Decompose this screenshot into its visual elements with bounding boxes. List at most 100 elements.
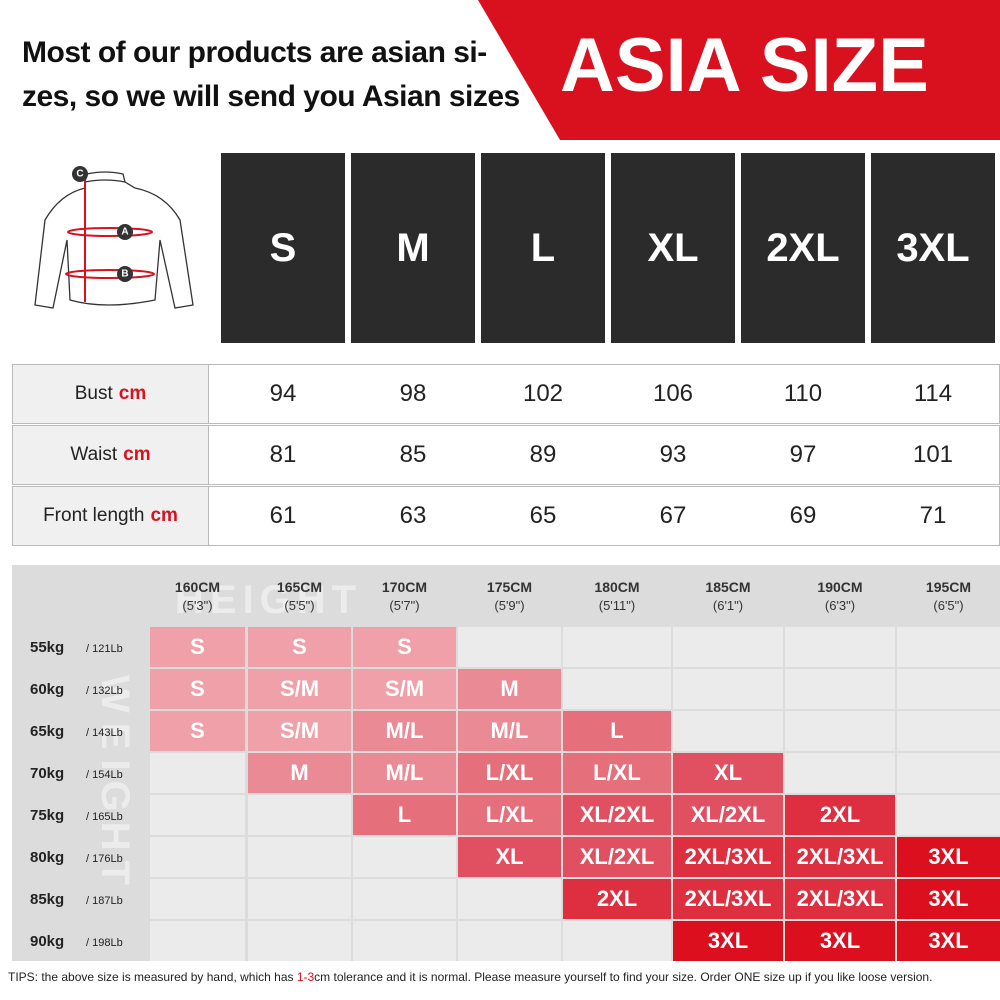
- weight-lb: / 154Lb: [86, 769, 123, 781]
- measure-value: 93: [659, 441, 687, 468]
- fit-cell-empty: [897, 711, 1000, 751]
- size-header: L: [481, 153, 605, 343]
- weight-kg: 60kg: [30, 680, 65, 698]
- tips: TIPS: the above size is measured by hand…: [8, 970, 932, 984]
- fit-cell-empty: [150, 753, 245, 793]
- height-ft: (5'9"): [494, 597, 525, 613]
- weight-kg: 70kg: [30, 764, 65, 782]
- fit-cell-empty: [248, 921, 351, 961]
- height-cm: 170CM: [381, 579, 428, 595]
- fit-cell-empty: [897, 753, 1000, 793]
- fit-cell-empty: [897, 669, 1000, 709]
- fit-cell: S: [248, 627, 351, 667]
- jersey-diagram: C A B: [34, 166, 194, 309]
- fit-cell: S: [353, 627, 456, 667]
- fit-cell-empty: [150, 795, 245, 835]
- measure-label: Bust cm: [12, 364, 209, 424]
- watermark: HEIGHT: [175, 578, 363, 622]
- fit-cell-empty: [897, 627, 1000, 667]
- badge-shape: [478, 0, 1000, 140]
- header-line: zes, so we will send you Asian sizes: [22, 80, 520, 113]
- fit-cell-empty: [353, 879, 456, 919]
- measure-value: 98: [399, 380, 427, 407]
- fit-cell: M/L: [353, 711, 456, 751]
- header-line: Most of our products are asian si-: [22, 36, 487, 69]
- height-ft: (5'5"): [284, 597, 315, 613]
- fit-cell: XL/2XL: [563, 795, 671, 835]
- fit-cell-empty: [458, 627, 561, 667]
- fit-cell: XL/2XL: [563, 837, 671, 877]
- weight-kg: 80kg: [30, 848, 65, 866]
- height-cm: 180CM: [594, 579, 640, 595]
- fit-cell: M/L: [353, 753, 456, 793]
- fit-cell-empty: [150, 837, 245, 877]
- height-cm: 195CM: [925, 579, 972, 595]
- measure-unit: cm: [123, 444, 151, 465]
- fit-cell: XL: [458, 837, 561, 877]
- fit-cell: 2XL/3XL: [785, 879, 895, 919]
- measure-value: 69: [789, 502, 817, 529]
- height-cm: 160CM: [174, 579, 221, 595]
- weight-lb: / 121Lb: [86, 643, 123, 655]
- fit-cell: 3XL: [673, 921, 783, 961]
- weight-lb: / 198Lb: [86, 937, 123, 949]
- fit-cell: 2XL/3XL: [785, 837, 895, 877]
- height-cm: 175CM: [486, 579, 533, 595]
- fit-cell-empty: [248, 795, 351, 835]
- fit-cell: 3XL: [897, 837, 1000, 877]
- measure-value: 65: [529, 502, 557, 529]
- measure-value: 67: [659, 502, 687, 529]
- measure-value: 97: [789, 441, 817, 468]
- measure-value: 71: [919, 502, 947, 529]
- fit-cell-empty: [353, 837, 456, 877]
- fit-cell: M/L: [458, 711, 561, 751]
- measure-value: 85: [399, 441, 427, 468]
- fit-cell-empty: [248, 837, 351, 877]
- fit-cell: 3XL: [897, 879, 1000, 919]
- weight-kg: 75kg: [30, 806, 65, 824]
- fit-cell: 2XL/3XL: [673, 837, 783, 877]
- diagram-label: C: [76, 169, 83, 180]
- height-ft: (6'5"): [933, 597, 964, 613]
- fit-cell: S: [150, 711, 245, 751]
- weight-kg: 55kg: [30, 638, 65, 656]
- measure-value: 61: [269, 502, 297, 529]
- fit-cell-empty: [150, 921, 245, 961]
- badge-text: ASIA SIZE: [560, 23, 929, 108]
- measure-value: 101: [912, 441, 954, 468]
- weight-kg: 90kg: [30, 932, 65, 950]
- fit-cell-empty: [673, 627, 783, 667]
- fit-cell-empty: [785, 669, 895, 709]
- measure-label: Front length cm: [12, 486, 209, 546]
- measure-value: 89: [529, 441, 557, 468]
- measure-unit: cm: [150, 505, 178, 526]
- fit-cell: L/XL: [563, 753, 671, 793]
- weight-lb: / 176Lb: [86, 853, 123, 865]
- fit-cell-empty: [353, 921, 456, 961]
- diagram-label: B: [121, 269, 128, 280]
- size-header: 3XL: [871, 153, 995, 343]
- fit-cell-empty: [785, 627, 895, 667]
- weight-lb: / 187Lb: [86, 895, 123, 907]
- measure-name: Front length: [43, 505, 145, 526]
- fit-cell: 3XL: [785, 921, 895, 961]
- fit-cell: 2XL: [563, 879, 671, 919]
- fit-cell: 2XL/3XL: [673, 879, 783, 919]
- fit-cell: L/XL: [458, 753, 561, 793]
- size-header: S: [221, 153, 345, 343]
- weight-lb: / 165Lb: [86, 811, 123, 823]
- height-ft: (5'11"): [598, 597, 636, 613]
- fit-cell: S: [150, 669, 245, 709]
- fit-cell: S: [150, 627, 245, 667]
- fit-cell: M: [458, 669, 561, 709]
- measure-value: 102: [522, 380, 564, 407]
- fit-cell: M: [248, 753, 351, 793]
- fit-cell-empty: [563, 627, 671, 667]
- fit-cell: XL/2XL: [673, 795, 783, 835]
- fit-cell-empty: [563, 669, 671, 709]
- fit-cell-empty: [150, 879, 245, 919]
- measure-value: 63: [399, 502, 427, 529]
- fit-cell: S/M: [248, 711, 351, 751]
- fit-cell-empty: [897, 795, 1000, 835]
